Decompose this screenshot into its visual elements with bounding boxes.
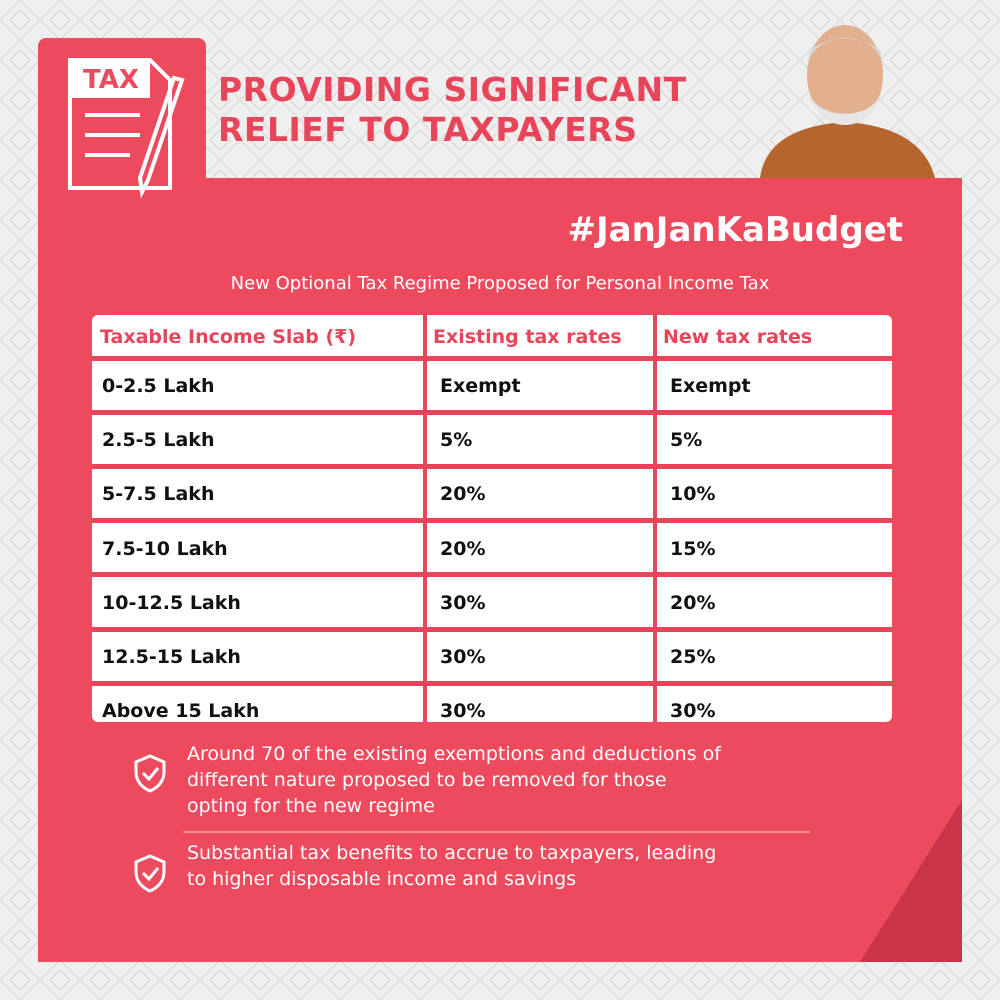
column-separator [423, 315, 427, 722]
title-line: RELIEF TO TAXPAYERS [218, 110, 638, 149]
title-line: PROVIDING SIGNIFICANT [218, 70, 687, 109]
table-cell: 20% [670, 591, 716, 614]
tax-table: Taxable Income Slab (₹) Existing tax rate… [92, 315, 892, 722]
table-cell: 30% [440, 591, 486, 614]
column-header: Existing tax rates [433, 325, 622, 348]
table-cell: 2.5-5 Lakh [102, 429, 215, 452]
row-separator [92, 680, 892, 686]
table-cell: 10% [670, 483, 716, 506]
table-cell: 20% [440, 537, 486, 560]
row-separator [92, 463, 892, 469]
table-cell: 30% [440, 646, 486, 669]
icon-label: TAX [83, 65, 139, 95]
table-cell: 20% [440, 483, 486, 506]
table-cell: 0-2.5 Lakh [102, 375, 215, 398]
title: PROVIDING SIGNIFICANT RELIEF TO TAXPAYERS [218, 70, 687, 150]
note-line: opting for the new regime [187, 795, 435, 817]
note-line: Substantial tax benefits to accrue to ta… [187, 842, 717, 864]
column-header: Taxable Income Slab (₹) [100, 325, 357, 348]
table-cell: 5% [440, 429, 473, 452]
subtitle: New Optional Tax Regime Proposed for Per… [230, 273, 770, 294]
table-cell: 7.5-10 Lakh [102, 537, 228, 560]
row-separator [92, 626, 892, 632]
table-cell: 30% [440, 700, 486, 722]
column-header: New tax rates [663, 325, 813, 348]
row-separator [92, 518, 892, 524]
table-cell: 15% [670, 537, 716, 560]
table-cell: 5% [670, 429, 703, 452]
table-cell: 12.5-15 Lakh [102, 646, 241, 669]
note-line: Around 70 of the existing exemptions and… [187, 743, 721, 765]
table-cell: 30% [670, 700, 716, 722]
note-line: different nature proposed to be removed … [187, 769, 667, 791]
row-separator [92, 409, 892, 415]
table-cell: 10-12.5 Lakh [102, 591, 241, 614]
table-cell: Exempt [440, 375, 521, 398]
hashtag: #JanJanKaBudget [567, 210, 903, 250]
column-separator [653, 315, 657, 722]
note-line: to higher disposable income and savings [187, 868, 577, 890]
table-cell: Above 15 Lakh [102, 700, 260, 722]
table-cell: 5-7.5 Lakh [102, 483, 215, 506]
table-cell: 25% [670, 646, 716, 669]
table-cell: Exempt [670, 375, 751, 398]
row-separator [92, 355, 892, 361]
row-separator [92, 572, 892, 578]
